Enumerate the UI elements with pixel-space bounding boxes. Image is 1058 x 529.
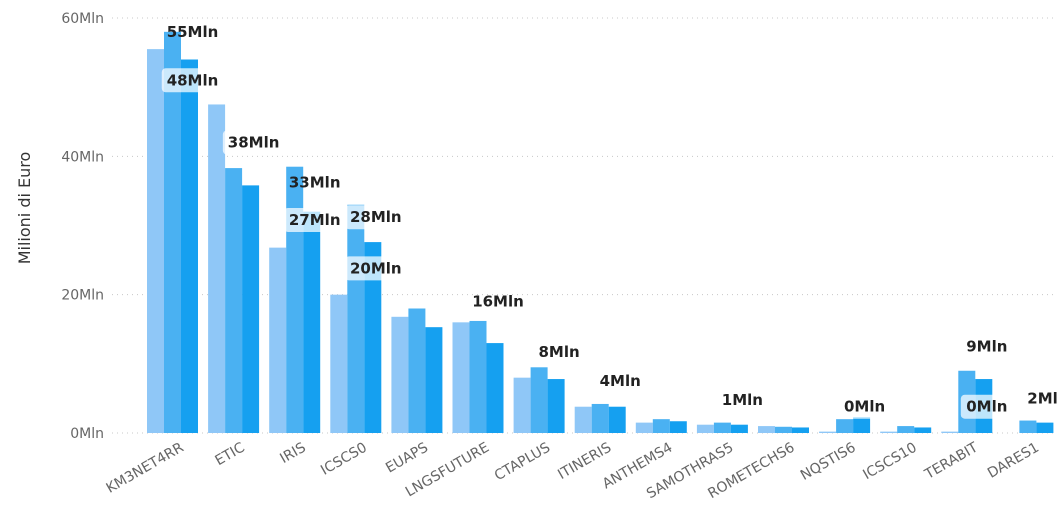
x-category-label: CTAPLUS — [492, 440, 553, 485]
data-label-background — [345, 256, 407, 281]
data-label-background — [161, 68, 224, 93]
data-label-background — [594, 369, 647, 394]
data-label-background — [283, 207, 346, 232]
y-tick-label: 20Mln — [61, 288, 104, 304]
data-label: 0Mln — [844, 398, 885, 416]
bar[interactable] — [1036, 422, 1054, 433]
x-category-label: IRIS — [277, 440, 308, 467]
bar[interactable] — [635, 422, 653, 433]
bar[interactable] — [880, 431, 898, 433]
data-label: 8Mln — [539, 343, 580, 361]
data-label-background — [838, 394, 891, 419]
data-label-background — [533, 340, 586, 365]
data-label: 16Mln — [472, 293, 524, 311]
data-label: 20Mln — [350, 259, 402, 277]
bar[interactable] — [652, 419, 670, 433]
bar[interactable] — [713, 422, 731, 433]
data-label: 48Mln — [167, 71, 219, 89]
bar[interactable] — [364, 242, 382, 433]
bar[interactable] — [330, 294, 348, 433]
bar[interactable] — [836, 419, 854, 433]
y-tick-label: 0Mln — [70, 426, 104, 442]
data-label: 2Mln — [1027, 389, 1058, 407]
x-category-label: KM3NET4RR — [104, 439, 187, 496]
y-axis-title: Milioni di Euro — [15, 152, 34, 265]
bar[interactable] — [391, 316, 409, 433]
x-category-label: NQSTIS6 — [798, 440, 859, 484]
y-tick-label: 40Mln — [61, 149, 104, 165]
data-label-background — [345, 205, 407, 230]
bar[interactable] — [303, 211, 321, 433]
data-label-background — [222, 130, 285, 155]
bar[interactable] — [208, 104, 226, 433]
bar[interactable] — [897, 426, 915, 433]
bar[interactable] — [486, 343, 504, 433]
bar[interactable] — [242, 185, 260, 433]
data-label: 27Mln — [289, 211, 341, 229]
data-label-background — [960, 394, 1013, 419]
bar[interactable] — [775, 426, 792, 433]
bar[interactable] — [758, 426, 775, 433]
bar[interactable] — [1019, 420, 1037, 433]
bar[interactable] — [547, 379, 565, 433]
bar[interactable] — [696, 424, 714, 433]
bar[interactable] — [792, 427, 809, 433]
x-category-label: ETIC — [212, 440, 247, 470]
bar[interactable] — [164, 31, 181, 433]
x-category-label: ICSCS0 — [318, 440, 370, 479]
bar[interactable] — [574, 406, 592, 433]
x-category-label: EUAPS — [383, 440, 431, 477]
bar[interactable] — [469, 320, 487, 433]
bar[interactable] — [286, 166, 304, 434]
data-label: 28Mln — [350, 208, 402, 226]
data-label: 9Mln — [966, 338, 1007, 356]
data-label: 1Mln — [722, 391, 763, 409]
x-category-label: ICSCS10 — [860, 440, 919, 483]
bar[interactable] — [669, 421, 687, 433]
bar[interactable] — [730, 424, 748, 433]
bars — [147, 31, 1054, 434]
bar[interactable] — [941, 431, 959, 433]
y-axis-ticks: 0Mln 20Mln 40Mln 60Mln — [61, 11, 104, 442]
bar[interactable] — [452, 322, 470, 433]
data-label: 33Mln — [289, 174, 341, 192]
data-label: 55Mln — [167, 23, 219, 41]
bar[interactable] — [591, 403, 609, 433]
bar[interactable] — [853, 417, 871, 433]
bar[interactable] — [181, 59, 198, 434]
data-label: 4Mln — [600, 372, 641, 390]
data-labels: 55Mln 48Mln 38Mln 33Mln 27Mln 28Mln 20Mln 16Mln… — [161, 23, 1058, 419]
data-label: 0Mln — [966, 398, 1007, 416]
bar[interactable] — [425, 327, 443, 433]
bar[interactable] — [408, 308, 426, 434]
x-category-label: TERABIT — [921, 439, 981, 483]
bar[interactable] — [347, 204, 365, 433]
bar[interactable] — [530, 367, 548, 433]
bar[interactable] — [225, 168, 243, 433]
bar[interactable] — [819, 431, 837, 433]
bar[interactable] — [147, 49, 164, 433]
bar[interactable] — [608, 406, 626, 433]
bar[interactable] — [269, 247, 287, 433]
x-category-label: DARES1 — [985, 440, 1042, 482]
data-label: 38Mln — [228, 134, 280, 152]
bar[interactable] — [914, 427, 932, 433]
y-tick-label: 60Mln — [61, 11, 104, 27]
bar[interactable] — [513, 377, 531, 433]
